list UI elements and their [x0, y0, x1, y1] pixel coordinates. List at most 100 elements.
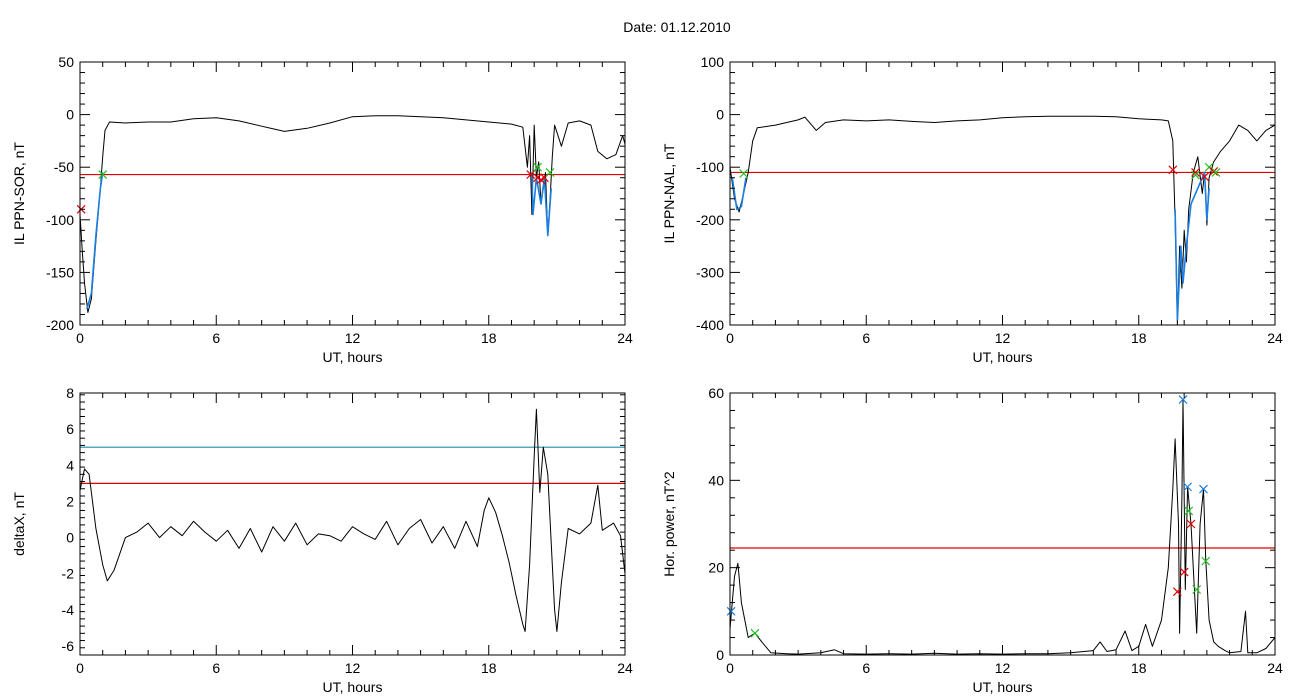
x-tick-label: 24	[617, 330, 633, 346]
x-tick-label: 6	[862, 660, 870, 676]
panel-2: 0 6 12 18 24 -400 -300 -200 -100 0 100 UT, hours IL …	[661, 54, 1283, 365]
y-tick-label: 20	[708, 560, 724, 576]
y-tick-label: 4	[66, 457, 74, 473]
x-tick-label: 24	[1267, 660, 1283, 676]
marker-stroke-b	[1204, 162, 1214, 172]
x-tick-label: 12	[995, 330, 1011, 346]
highlight-line-2	[1174, 171, 1210, 321]
marker-green-8	[545, 168, 555, 177]
marker-stroke-b	[1200, 172, 1210, 182]
y-tick-label: 0	[716, 107, 724, 123]
marker-blue-10	[1199, 484, 1208, 494]
x-tick-label: 18	[1131, 660, 1147, 676]
plot-frame	[79, 392, 626, 656]
x-tick-label: 0	[726, 660, 734, 676]
x-tick-label: 24	[1267, 330, 1283, 346]
y-tick-label: -100	[46, 212, 74, 228]
marker-stroke-b	[1191, 170, 1200, 180]
x-tick-label: 18	[481, 660, 497, 676]
marker-stroke-b	[1183, 482, 1192, 492]
x-tick-label: 12	[345, 660, 361, 676]
marker-red-3	[1191, 168, 1200, 177]
marker-stroke-b	[739, 169, 749, 178]
x-axis-label: UT, hours	[323, 349, 383, 365]
y-axis-label: deltaX, nT	[11, 492, 27, 556]
marker-stroke-b	[1209, 166, 1219, 176]
marker-green-2	[750, 628, 760, 638]
marker-stroke-b	[1201, 556, 1211, 566]
y-tick-label: 50	[58, 54, 74, 70]
x-tick-label: 0	[76, 330, 84, 346]
marker-red-7	[1209, 166, 1219, 176]
y-tick-label: 0	[66, 107, 74, 123]
marker-green-7	[533, 162, 542, 172]
marker-stroke-b	[1168, 165, 1178, 175]
y-tick-label: -50	[54, 159, 74, 175]
x-tick-label: 12	[345, 330, 361, 346]
marker-green-11	[1201, 556, 1211, 566]
y-tick-label: -400	[696, 317, 724, 333]
y-tick-label: 0	[66, 530, 74, 546]
marker-red-5	[1179, 567, 1189, 577]
y-tick-label: 8	[66, 385, 74, 401]
y-tick-label: -4	[62, 602, 75, 618]
marker-stroke-b	[750, 628, 760, 638]
x-tick-label: 6	[862, 330, 870, 346]
marker-stroke-b	[1184, 506, 1194, 516]
marker-stroke-b	[1199, 484, 1208, 494]
x-axis-label: UT, hours	[323, 679, 383, 695]
marker-stroke-b	[1192, 585, 1202, 594]
y-tick-label: -100	[696, 159, 724, 175]
x-tick-label: 18	[481, 330, 497, 346]
y-tick-label: -150	[46, 264, 74, 280]
x-axis-label: UT, hours	[973, 679, 1033, 695]
plot-frame	[79, 61, 626, 326]
marker-stroke-b	[1178, 395, 1188, 404]
x-tick-label: 6	[212, 330, 220, 346]
x-tick-label: 0	[726, 330, 734, 346]
highlight-line-1	[86, 172, 104, 310]
marker-stroke-b	[1179, 567, 1189, 577]
y-tick-label: -6	[62, 638, 75, 654]
plot-frame	[729, 61, 1276, 326]
x-axis-label: UT, hours	[973, 349, 1033, 365]
y-axis-label: IL PPN-NAL, nT	[661, 143, 677, 243]
marker-stroke-b	[726, 606, 736, 616]
series-line	[729, 115, 1276, 326]
marker-red-5	[1200, 172, 1210, 182]
figure-title: Date: 01.12.2010	[623, 19, 731, 35]
y-axis-label: Hor. power, nT^2	[661, 471, 677, 577]
y-tick-label: 60	[708, 385, 724, 401]
marker-stroke-b	[533, 173, 542, 183]
y-tick-label: -300	[696, 264, 724, 280]
panel-1: 0 6 12 18 24 -200 -150 -100 -50 0 50 UT, hours IL PP…	[11, 54, 633, 365]
marker-green-4	[1191, 170, 1200, 180]
marker-stroke-b	[533, 162, 542, 172]
x-tick-label: 24	[617, 660, 633, 676]
y-tick-label: 2	[66, 493, 74, 509]
y-tick-label: 100	[701, 54, 725, 70]
marker-green-1	[739, 169, 749, 178]
y-tick-label: 0	[716, 647, 724, 663]
marker-red-2	[1168, 165, 1178, 175]
marker-red-3	[526, 170, 536, 179]
marker-blue-4	[1178, 395, 1188, 404]
marker-red-7	[1186, 519, 1196, 529]
series-line	[79, 115, 626, 313]
marker-stroke-b	[1186, 519, 1196, 529]
marker-stroke-b	[1172, 587, 1182, 597]
y-tick-label: 6	[66, 421, 74, 437]
y-tick-label: 40	[708, 472, 724, 488]
marker-stroke-b	[98, 170, 108, 179]
marker-green-9	[1192, 585, 1202, 594]
marker-stroke-b	[526, 170, 536, 179]
x-tick-label: 18	[1131, 330, 1147, 346]
y-tick-label: -2	[62, 566, 75, 582]
marker-green-8	[1184, 506, 1194, 516]
x-tick-label: 0	[76, 660, 84, 676]
marker-blue-6	[1183, 482, 1192, 492]
y-tick-label: -200	[46, 317, 74, 333]
marker-green-8	[1211, 168, 1221, 177]
